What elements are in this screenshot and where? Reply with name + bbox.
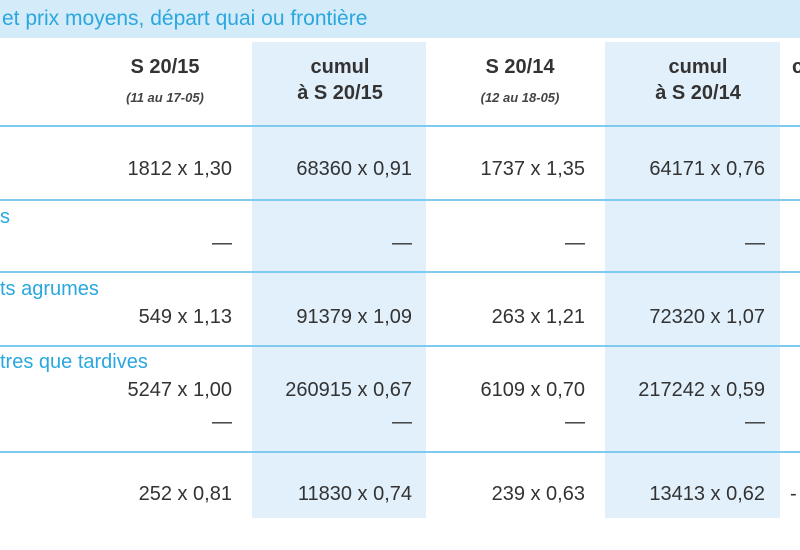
table-cell: 1812 x 1,30 <box>127 158 232 180</box>
table-cell: - <box>790 483 797 505</box>
table-cell: 6109 x 0,70 <box>480 379 585 401</box>
column-shade <box>252 42 426 518</box>
table-cell: — <box>745 411 765 433</box>
row-divider <box>0 271 800 273</box>
column-header: c <box>792 56 800 78</box>
column-shade <box>605 42 780 518</box>
table-cell: 11830 x 0,74 <box>297 483 412 505</box>
table-cell: 263 x 1,21 <box>491 306 585 328</box>
row-divider <box>0 345 800 347</box>
table-cell: 260915 x 0,67 <box>285 379 412 401</box>
table-cell: — <box>565 232 585 254</box>
row-divider <box>0 125 800 127</box>
column-header: cumul à S 20/14 <box>655 56 741 104</box>
column-subtitle: (12 au 18-05) <box>480 90 560 105</box>
table-cell: — <box>212 232 232 254</box>
table-cell: 68360 x 0,91 <box>296 158 412 180</box>
row-divider <box>0 199 800 201</box>
table-title: et prix moyens, départ quai ou frontière <box>2 7 368 30</box>
row-divider <box>0 451 800 453</box>
table-cell: — <box>392 232 412 254</box>
table-cell: 91379 x 1,09 <box>296 306 412 328</box>
column-subtitle: (11 au 17-05) <box>126 90 204 105</box>
table-cell: 252 x 0,81 <box>138 483 232 505</box>
table-cell: 239 x 0,63 <box>491 483 585 505</box>
table-cell: 1737 x 1,35 <box>480 158 585 180</box>
table-cell: — <box>745 232 765 254</box>
column-header: S 20/14 <box>485 56 555 78</box>
table-cell: 549 x 1,13 <box>138 306 232 328</box>
title-banner <box>0 0 800 38</box>
column-header: cumul à S 20/15 <box>297 56 383 104</box>
table-cell: 217242 x 0,59 <box>638 379 765 401</box>
row-label: tres que tardives <box>0 351 148 373</box>
table-cell: 5247 x 1,00 <box>127 379 232 401</box>
table-cell: 64171 x 0,76 <box>649 158 765 180</box>
row-label: s <box>0 206 10 228</box>
row-label: ts agrumes <box>0 278 99 300</box>
table-cell: 13413 x 0,62 <box>649 483 765 505</box>
table-cell: 72320 x 1,07 <box>649 306 765 328</box>
table-cell: — <box>392 411 412 433</box>
column-header: S 20/15 <box>130 56 200 78</box>
table-cell: — <box>565 411 585 433</box>
table-cell: — <box>212 411 232 433</box>
